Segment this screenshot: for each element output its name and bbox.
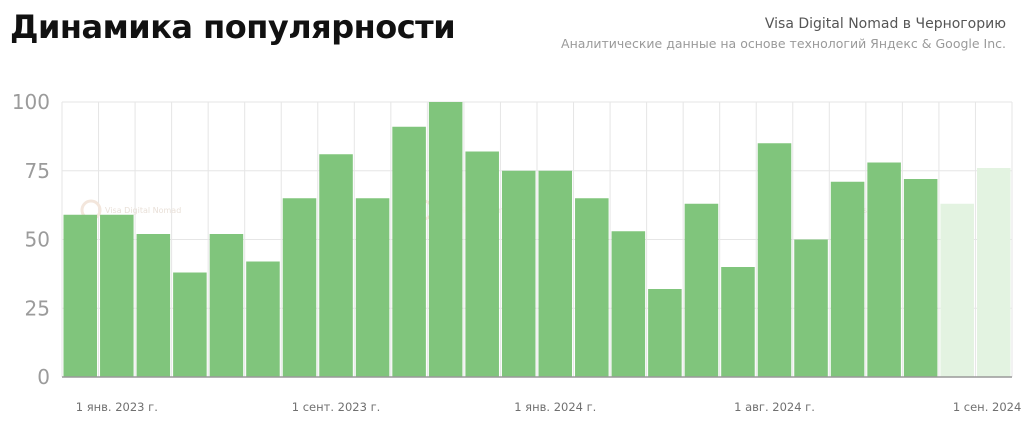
header-info: Visa Digital Nomad в Черногорию Аналитич… (561, 14, 1006, 54)
bar-forecast (976, 168, 1011, 377)
bar (428, 102, 463, 377)
bar-forecast (940, 203, 974, 377)
bar (63, 214, 98, 377)
x-tick-label: 1 сен. 2024 г. (953, 400, 1024, 414)
bars (63, 102, 1011, 377)
bar (903, 179, 938, 377)
bar (465, 151, 499, 377)
bar (501, 170, 536, 377)
bar (538, 170, 573, 377)
x-tick-label: 1 авг. 2024 г. (734, 400, 815, 414)
y-tick-label: 50 (25, 228, 50, 252)
x-tick-label: 1 янв. 2024 г. (514, 400, 596, 414)
bar (757, 143, 792, 377)
y-tick-label: 25 (25, 296, 50, 320)
x-tick-labels: 1 янв. 2023 г. 1 сент. 2023 г. 1 янв. 2024… (76, 400, 1024, 414)
bar (830, 181, 865, 377)
bar (136, 234, 171, 377)
bar (100, 214, 134, 377)
bar (721, 267, 755, 377)
bar (282, 198, 317, 377)
y-tick-label: 0 (37, 365, 50, 389)
bar (794, 239, 828, 377)
bar (319, 154, 353, 377)
y-tick-label: 75 (25, 159, 50, 183)
x-tick-label: 1 янв. 2023 г. (76, 400, 158, 414)
x-tick-label: 1 сент. 2023 г. (292, 400, 381, 414)
bar (648, 289, 682, 377)
bar (209, 234, 244, 377)
bar (575, 198, 609, 377)
bar (173, 272, 207, 377)
source-note: Аналитические данные на основе технологи… (561, 36, 1006, 51)
bar (611, 231, 646, 377)
bar (867, 162, 901, 377)
bar (684, 203, 719, 377)
brand-label: Visa Digital Nomad в Черногорию (764, 16, 1006, 32)
bar (246, 261, 280, 377)
y-tick-label: 100 (12, 90, 50, 114)
page-title: Динамика популярности (10, 8, 456, 46)
watermark-text: Visa Digital Nomad (105, 206, 181, 215)
bar (392, 126, 426, 377)
y-tick-labels: 0 25 50 75 100 (12, 90, 50, 389)
bar (355, 198, 390, 377)
